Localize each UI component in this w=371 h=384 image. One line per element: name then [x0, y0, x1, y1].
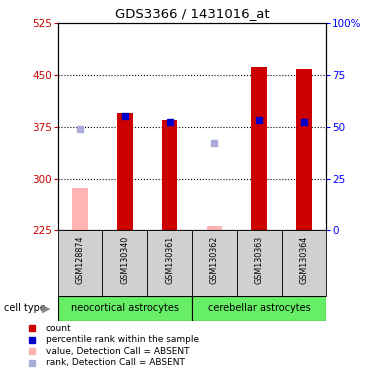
- Bar: [102, 230, 147, 296]
- Text: percentile rank within the sample: percentile rank within the sample: [46, 335, 199, 344]
- Bar: [282, 230, 326, 296]
- Text: count: count: [46, 324, 72, 333]
- Text: GSM130362: GSM130362: [210, 236, 219, 284]
- Text: GSM130363: GSM130363: [255, 236, 264, 284]
- Text: value, Detection Call = ABSENT: value, Detection Call = ABSENT: [46, 347, 189, 356]
- Bar: [147, 230, 192, 296]
- Bar: [58, 230, 102, 296]
- Text: GSM128874: GSM128874: [75, 235, 85, 284]
- Text: neocortical astrocytes: neocortical astrocytes: [71, 303, 179, 313]
- Text: rank, Detection Call = ABSENT: rank, Detection Call = ABSENT: [46, 358, 185, 367]
- Bar: [72, 187, 88, 230]
- Text: cell type: cell type: [4, 303, 46, 313]
- Text: GSM130340: GSM130340: [120, 236, 129, 284]
- Bar: [252, 66, 267, 230]
- Bar: [207, 225, 222, 230]
- Text: ▶: ▶: [42, 303, 50, 313]
- Text: cerebellar astrocytes: cerebellar astrocytes: [208, 303, 311, 313]
- Bar: [117, 113, 132, 230]
- Bar: [162, 120, 177, 230]
- Bar: [192, 230, 237, 296]
- Bar: [296, 70, 312, 230]
- Text: GSM130364: GSM130364: [299, 236, 309, 284]
- Title: GDS3366 / 1431016_at: GDS3366 / 1431016_at: [115, 7, 269, 20]
- Bar: [192, 296, 326, 321]
- Bar: [58, 296, 192, 321]
- Text: GSM130361: GSM130361: [165, 236, 174, 284]
- Bar: [237, 230, 282, 296]
